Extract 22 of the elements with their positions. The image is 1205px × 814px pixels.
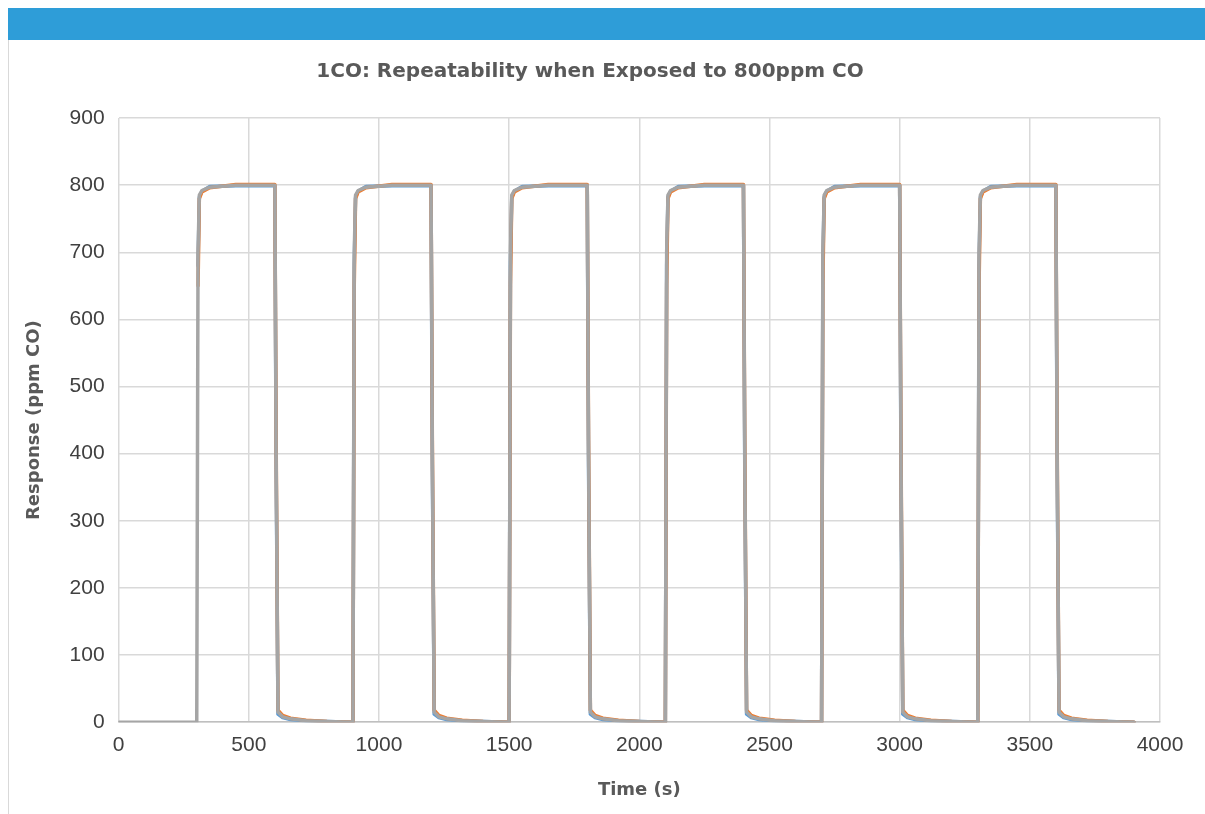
x-axis-title: Time (s) [597,777,681,799]
y-tick-label: 300 [69,507,105,531]
y-tick-label: 800 [69,171,105,195]
y-tick-label: 600 [69,306,105,330]
y-axis-title: Response (ppm CO) [22,320,44,520]
x-tick-label: 4000 [1136,731,1184,755]
y-tick-label: 100 [69,641,105,665]
y-tick-label: 900 [69,104,105,128]
x-tick-label: 2500 [746,731,793,755]
x-tick-label: 3000 [876,731,924,755]
y-tick-label: 400 [69,440,105,464]
chart-title: 1CO: Repeatability when Exposed to 800ppm CO [316,58,864,83]
y-tick-label: 500 [69,373,105,397]
x-tick-label: 2000 [615,731,663,755]
y-tick-label: 0 [92,709,105,732]
x-tick-label: 500 [231,731,267,755]
x-tick-label: 1500 [485,731,533,755]
x-tick-label: 0 [112,731,125,755]
y-tick-label: 200 [69,574,105,598]
x-tick-label: 1000 [355,731,403,755]
x-tick-label: 3500 [1006,731,1054,755]
y-tick-label: 700 [69,239,105,263]
